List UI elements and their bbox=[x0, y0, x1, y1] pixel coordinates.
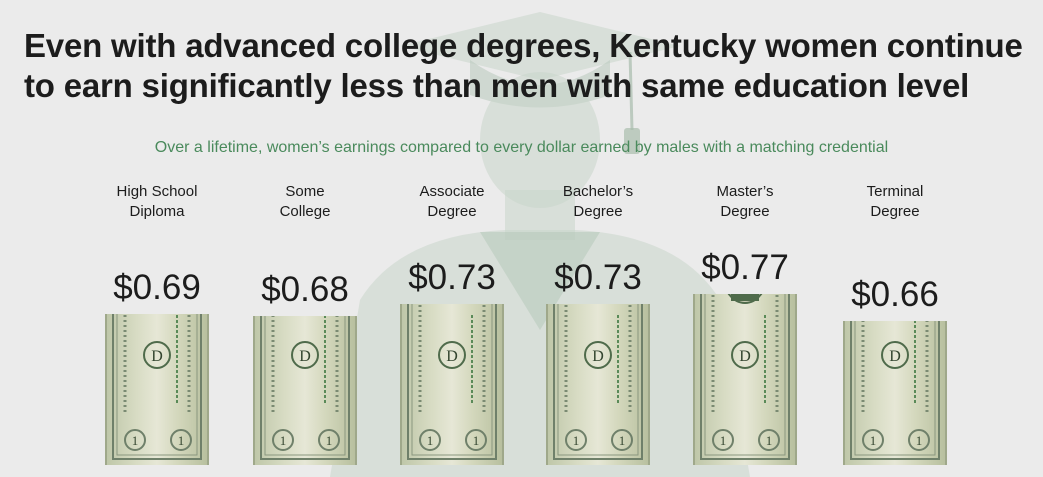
svg-text:1: 1 bbox=[280, 433, 287, 448]
svg-text:1: 1 bbox=[766, 433, 773, 448]
dollar-bill-bar: D 1 1 bbox=[400, 304, 504, 465]
dollar-bill-bar: D 1 1 bbox=[105, 314, 209, 465]
value-label: $0.69 bbox=[113, 268, 201, 307]
svg-text:1: 1 bbox=[870, 433, 877, 448]
value-label: $0.73 bbox=[554, 258, 642, 297]
svg-text:1: 1 bbox=[619, 433, 626, 448]
category-label: Some College bbox=[235, 182, 375, 222]
svg-text:D: D bbox=[592, 348, 604, 365]
category-label-line: Diploma bbox=[129, 203, 185, 220]
svg-text:1: 1 bbox=[573, 433, 580, 448]
category-label: Associate Degree bbox=[382, 182, 522, 222]
category-label-line: High School bbox=[116, 183, 198, 200]
svg-text:D: D bbox=[299, 348, 311, 365]
svg-text:1: 1 bbox=[132, 433, 139, 448]
svg-text:1: 1 bbox=[326, 433, 333, 448]
dollar-bill-bar: D 1 1 bbox=[843, 321, 947, 465]
dollar-bill-bar: D 1 1 bbox=[253, 316, 357, 465]
svg-text:1: 1 bbox=[916, 433, 923, 448]
title-line-2: to earn significantly less than men with… bbox=[24, 67, 970, 104]
svg-text:D: D bbox=[151, 348, 163, 365]
category-label-line: Master’s bbox=[716, 183, 774, 200]
svg-text:1: 1 bbox=[427, 433, 434, 448]
svg-text:D: D bbox=[739, 348, 751, 365]
svg-text:D: D bbox=[446, 348, 458, 365]
dollar-bill-bar: D 1 1 bbox=[693, 294, 797, 465]
value-label: $0.66 bbox=[851, 275, 939, 314]
category-label-line: Degree bbox=[870, 203, 920, 220]
svg-text:1: 1 bbox=[178, 433, 185, 448]
svg-text:1: 1 bbox=[473, 433, 480, 448]
category-label: Master’s Degree bbox=[675, 182, 815, 222]
subtitle: Over a lifetime, women’s earnings compar… bbox=[154, 139, 889, 156]
svg-text:D: D bbox=[889, 348, 901, 365]
category-label-line: Degree bbox=[573, 203, 623, 220]
value-label: $0.73 bbox=[408, 258, 496, 297]
value-label: $0.68 bbox=[261, 270, 349, 309]
dollar-bill-bar: D 1 1 bbox=[546, 304, 650, 465]
category-label-line: Some bbox=[285, 183, 325, 200]
value-label: $0.77 bbox=[701, 248, 789, 287]
category-label-line: Degree bbox=[427, 203, 477, 220]
category-label-line: Associate bbox=[419, 183, 485, 200]
category-label: High School Diploma bbox=[87, 182, 227, 222]
category-label-line: Degree bbox=[720, 203, 770, 220]
category-label: Bachelor’s Degree bbox=[528, 182, 668, 222]
svg-text:1: 1 bbox=[720, 433, 727, 448]
title-line-1: Even with advanced college degrees, Kent… bbox=[24, 27, 1023, 64]
category-label: Terminal Degree bbox=[825, 182, 965, 222]
page-title: Even with advanced college degrees, Kent… bbox=[24, 26, 1034, 106]
category-label-line: College bbox=[279, 203, 331, 220]
category-label-line: Terminal bbox=[866, 183, 924, 200]
category-label-line: Bachelor’s bbox=[562, 183, 634, 200]
